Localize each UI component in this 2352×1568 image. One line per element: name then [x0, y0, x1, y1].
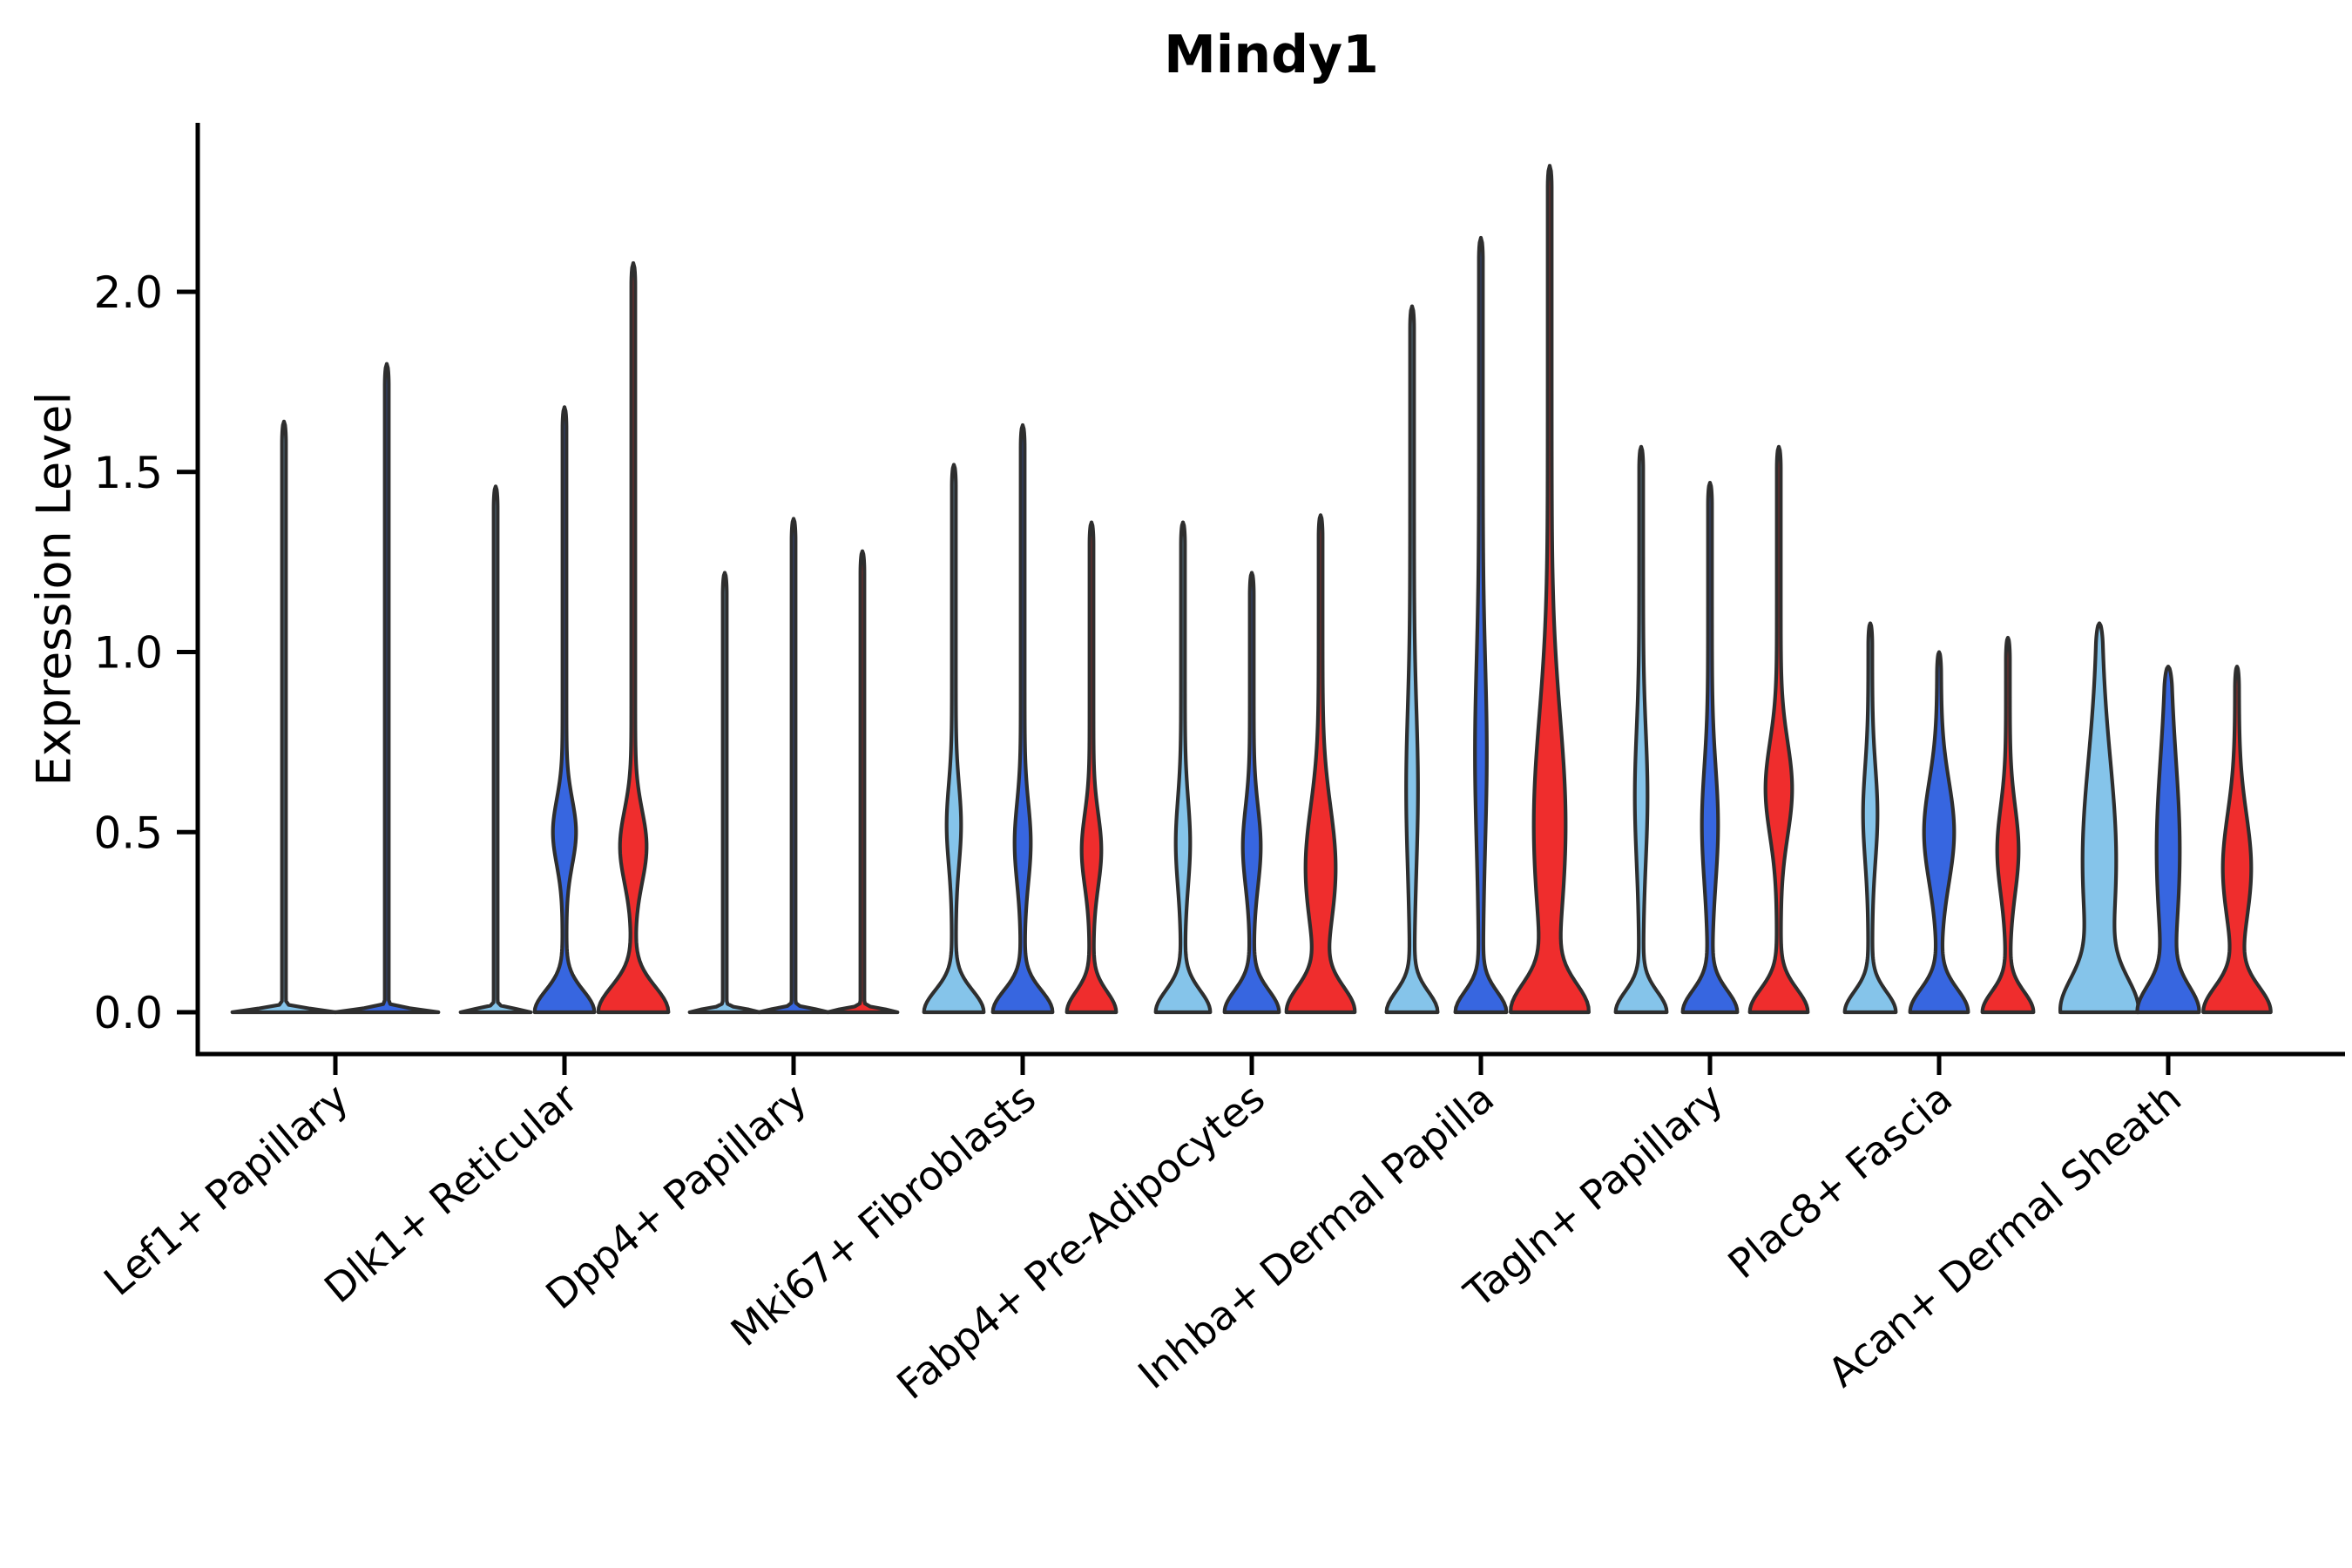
violin-8-light_blue	[2058, 621, 2141, 1015]
violin-3-red	[1064, 520, 1119, 1015]
violin-7-red	[1980, 635, 2036, 1015]
violin-6-blue	[1680, 481, 1740, 1015]
violin-4-red	[1284, 513, 1357, 1015]
violin-8-red	[2201, 664, 2273, 1015]
violin-7-blue	[1908, 650, 1970, 1015]
y-tick-label: 1.0	[93, 628, 163, 679]
violin-0-light_blue	[230, 419, 338, 1015]
violin-5-light_blue	[1384, 304, 1440, 1015]
y-tick-label: 1.5	[93, 448, 163, 498]
violin-6-light_blue	[1613, 444, 1669, 1015]
violin-5-blue	[1453, 235, 1509, 1015]
violin-8-blue	[2135, 664, 2201, 1015]
violin-4-light_blue	[1153, 520, 1213, 1015]
violin-5-red	[1509, 164, 1591, 1015]
violin-0-blue	[333, 362, 441, 1015]
violin-3-light_blue	[922, 463, 986, 1015]
y-tick-label: 2.0	[93, 267, 163, 318]
violin-1-blue	[532, 405, 597, 1015]
chart-title: Mindy1	[1164, 24, 1379, 85]
y-tick-label: 0.0	[93, 988, 163, 1038]
violin-1-light_blue	[458, 484, 533, 1015]
violin-3-blue	[990, 422, 1055, 1015]
x-tick-label-7: Plac8+ Fascia	[1719, 1074, 1961, 1288]
y-tick-label: 0.5	[93, 808, 163, 858]
violin-2-blue	[756, 517, 831, 1015]
violin-7-light_blue	[1842, 621, 1898, 1015]
violin-2-light_blue	[687, 571, 762, 1015]
violin-1-red	[596, 260, 671, 1015]
x-tick-label-0: Lef1+ Papillary	[95, 1074, 357, 1305]
violin-2-red	[825, 549, 900, 1015]
violin-6-red	[1747, 444, 1810, 1015]
x-tick-label-4: Fabp4+ Pre-Adipocytes	[888, 1074, 1274, 1409]
violin-4-blue	[1222, 571, 1281, 1015]
